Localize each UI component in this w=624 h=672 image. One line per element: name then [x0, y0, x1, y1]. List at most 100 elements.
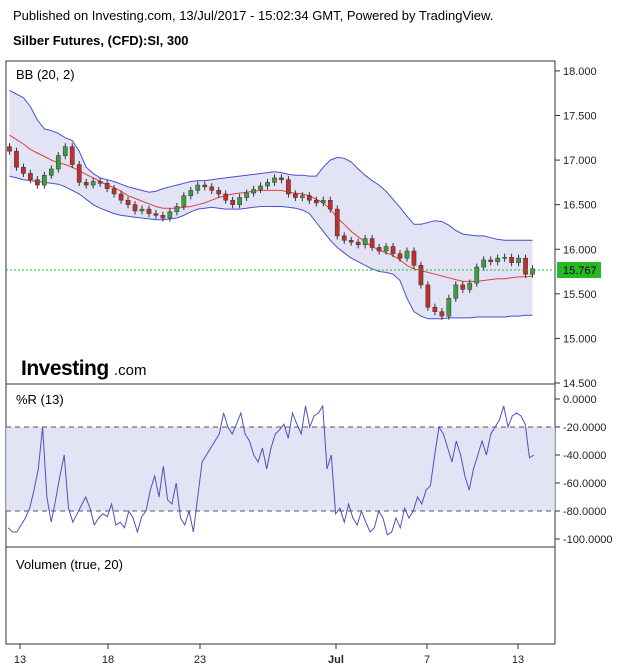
- price-tick-label: 17.000: [563, 155, 597, 167]
- candle-body: [42, 174, 47, 186]
- candle-body: [383, 246, 389, 252]
- candle-body: [97, 181, 103, 184]
- candle-body: [90, 181, 96, 186]
- bb-upper-line: [9, 90, 533, 241]
- candle-body: [488, 259, 494, 262]
- candle-body: [446, 298, 452, 317]
- candle-body: [376, 247, 382, 252]
- candle-body: [286, 179, 291, 195]
- x-tick-label: 13: [14, 654, 26, 666]
- candle-body: [35, 179, 40, 186]
- candle-body: [48, 168, 54, 176]
- candle-body: [118, 193, 124, 201]
- price-tick-label: 14.500: [563, 378, 597, 390]
- candle-body: [341, 235, 347, 241]
- x-tick-label: 23: [194, 654, 206, 666]
- candle-body: [28, 173, 33, 180]
- candle-body: [418, 265, 424, 286]
- candle-body: [397, 253, 403, 259]
- candle-body: [14, 150, 19, 168]
- candle-body: [223, 193, 229, 201]
- symbol-title: Silber Futures, (CFD):SI, 300: [13, 33, 189, 48]
- candle-body: [516, 257, 521, 263]
- candle-body: [202, 184, 208, 188]
- wr-tick-label: -100.0000: [563, 534, 613, 546]
- candle-body: [160, 215, 166, 219]
- candle-body: [272, 177, 277, 183]
- candle-body: [307, 195, 312, 201]
- candle-body: [174, 206, 180, 213]
- candle-body: [327, 199, 333, 210]
- candle-body: [55, 155, 61, 170]
- candle-body: [195, 184, 201, 191]
- candle-body: [279, 177, 284, 180]
- wr-tick-label: -80.0000: [563, 506, 606, 518]
- candle-body: [453, 284, 459, 299]
- candle-body: [230, 199, 235, 205]
- bb-mid-line: [9, 134, 533, 282]
- volume-title: Volumen (true, 20): [16, 557, 123, 572]
- candle-body: [83, 182, 89, 186]
- price-tick-label: 15.000: [563, 333, 597, 345]
- candle-body: [111, 188, 117, 195]
- bb-band-fill: [9, 90, 533, 319]
- candle-body: [258, 185, 263, 190]
- price-tick-label: 16.000: [563, 244, 597, 256]
- wr-band-fill: [6, 427, 555, 511]
- candle-body: [7, 146, 12, 152]
- price-tick-label: 18.000: [563, 66, 597, 78]
- candle-body: [146, 208, 152, 214]
- candle-body: [502, 257, 507, 259]
- candle-body: [523, 257, 528, 275]
- published-line: Published on Investing.com, 13/Jul/2017 …: [13, 8, 494, 23]
- candle-body: [355, 241, 361, 246]
- candle-body: [167, 211, 173, 219]
- candle-body: [153, 213, 159, 216]
- candle-body: [76, 164, 82, 183]
- bb-lower-line: [9, 175, 533, 320]
- candle-body: [439, 311, 445, 317]
- candle-body: [411, 250, 417, 266]
- wr-line: [7, 404, 535, 536]
- candle-body: [188, 190, 194, 196]
- x-tick-label: 18: [102, 654, 114, 666]
- x-tick-label: Jul: [328, 654, 344, 666]
- price-tick-label: 16.500: [563, 200, 597, 212]
- candle-body: [300, 195, 305, 198]
- wr-tick-label: -60.0000: [563, 478, 606, 490]
- candle-body: [404, 250, 410, 259]
- investing-logo: Investing .com: [21, 357, 147, 380]
- candle-body: [369, 238, 375, 248]
- candle-body: [62, 146, 68, 156]
- wr-tick-label: -40.0000: [563, 450, 606, 462]
- candle-body: [390, 246, 396, 254]
- williams-r-pane: [6, 404, 555, 536]
- candle-body: [237, 197, 242, 205]
- price-tick-label: 15.500: [563, 289, 597, 301]
- candle-body: [320, 199, 326, 204]
- logo-brand: Investing: [21, 357, 109, 380]
- candle-body: [348, 240, 354, 243]
- candle-body: [293, 193, 298, 198]
- candle-body: [481, 259, 487, 268]
- last-price-badge: [557, 262, 601, 279]
- logo-suffix: .com: [114, 362, 147, 379]
- candle-body: [265, 182, 270, 187]
- x-tick-label: 13: [512, 654, 524, 666]
- candle-body: [432, 306, 438, 312]
- candle-body: [132, 204, 138, 212]
- axes: 18.000 17.500 17.000 16.500 16.000 15.500 15.0…: [14, 66, 613, 666]
- candle-body: [216, 190, 222, 195]
- williams-r-title: %R (13): [16, 392, 64, 407]
- candle-body: [467, 282, 473, 290]
- candle-body: [181, 195, 187, 207]
- candle-body: [460, 284, 466, 290]
- price-pane: 15.767: [6, 90, 601, 320]
- x-tick-label: 7: [424, 654, 430, 666]
- candle-body: [69, 146, 75, 165]
- candle-body: [244, 192, 249, 198]
- candle-body: [104, 183, 110, 189]
- candle-body: [313, 199, 319, 204]
- candle-body: [209, 186, 215, 191]
